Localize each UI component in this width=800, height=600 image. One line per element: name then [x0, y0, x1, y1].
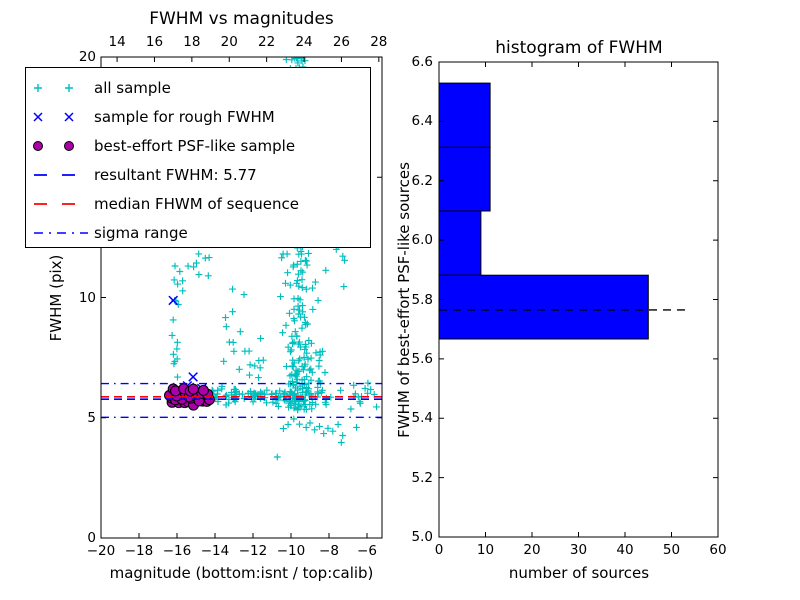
dashed-line-icon	[34, 173, 88, 176]
hist-bar	[438, 82, 491, 148]
dashdot-line-icon	[34, 231, 88, 234]
right-ytick-label: 6.2	[411, 172, 433, 189]
left-top-xtick-label: 22	[258, 34, 276, 50]
right-ytick-label: 5.8	[411, 291, 433, 308]
legend-entry-sigma-range: sigma range	[26, 218, 370, 247]
right-ytick-label: 5.4	[411, 410, 433, 427]
legend-label: median FHWM of sequence	[94, 194, 299, 213]
left-xtick-label: −10	[276, 543, 306, 559]
right-xtick-label: 40	[616, 542, 634, 558]
x-marker-icon	[33, 111, 74, 122]
hist-bar	[438, 210, 482, 276]
left-top-xtick-label: 26	[332, 34, 351, 50]
left-top-xtick-label: 14	[108, 34, 126, 50]
scatter-psf-sample-point	[187, 383, 199, 395]
left-plot-xlabel: magnitude (bottom:isnt / top:calib)	[109, 564, 374, 582]
left-xtick-label: −8	[319, 543, 339, 559]
right-ytick-label: 5.6	[411, 350, 433, 367]
right-ytick-label: 6.0	[411, 232, 433, 249]
left-top-xtick-label: 20	[220, 34, 238, 50]
left-xtick-label: −6	[357, 543, 377, 559]
right-xtick-label: 0	[434, 542, 444, 558]
legend-entry-psf-sample: best-effort PSF-like sample	[26, 131, 370, 160]
scatter-psf-sample-point	[197, 384, 209, 396]
right-xtick-label: 10	[476, 542, 495, 558]
right-xtick-label: 50	[662, 542, 681, 558]
left-top-xtick-label: 16	[145, 34, 164, 50]
dashed-line-icon	[34, 202, 88, 205]
left-ytick-label: 5	[87, 409, 96, 426]
scatter-rough-fwhm-sample	[168, 295, 207, 394]
left-plot-title: FWHM vs magnitudes	[149, 9, 334, 29]
left-xtick-label: −14	[200, 543, 230, 559]
right-plot-ylabel: FWHM of best-effort PSF-like sources	[395, 162, 413, 438]
legend: all sample sample for rough FWHM best-ef…	[25, 67, 371, 248]
left-ytick-label: 20	[78, 49, 96, 65]
left-plot-data-area	[101, 57, 382, 461]
legend-entry-all-sample: all sample	[26, 73, 370, 102]
hist-bar	[438, 146, 491, 212]
legend-label: sigma range	[94, 223, 188, 242]
right-xtick-label: 20	[523, 542, 541, 558]
left-ytick-label: 10	[78, 289, 96, 306]
left-top-xtick-label: 24	[295, 34, 313, 50]
left-xtick-label: −16	[162, 543, 192, 559]
right-xtick-label: 60	[709, 542, 727, 558]
right-plot-xlabel: number of sources	[508, 564, 650, 582]
right-xtick-label: 30	[569, 542, 588, 558]
left-xtick-label: −12	[238, 543, 268, 559]
right-ytick-label: 6.4	[411, 113, 433, 130]
left-top-xtick-label: 18	[183, 34, 201, 50]
plus-marker-icon	[34, 83, 73, 92]
right-ytick-label: 5.2	[411, 469, 433, 486]
legend-label: all sample	[94, 78, 171, 97]
hist-bar	[438, 274, 649, 340]
right-ytick-label: 5.0	[411, 529, 433, 545]
legend-entry-resultant-fwhm: resultant FWHM: 5.77	[26, 160, 370, 189]
circle-marker-icon	[33, 140, 74, 151]
legend-label: resultant FWHM: 5.77	[94, 165, 257, 184]
right-ytick-label: 6.6	[411, 54, 433, 70]
left-xtick-label: −20	[86, 543, 116, 559]
legend-entry-rough-fwhm: sample for rough FWHM	[26, 102, 370, 131]
legend-label: best-effort PSF-like sample	[94, 136, 296, 155]
left-ytick-label: 0	[87, 530, 96, 546]
right-plot-title: histogram of FWHM	[495, 38, 663, 58]
left-top-xtick-label: 28	[370, 34, 388, 50]
left-xtick-label: −18	[124, 543, 154, 559]
legend-entry-median-fwhm: median FHWM of sequence	[26, 189, 370, 218]
legend-label: sample for rough FWHM	[94, 107, 275, 126]
left-plot-ylabel: FWHM (pix)	[47, 254, 65, 342]
